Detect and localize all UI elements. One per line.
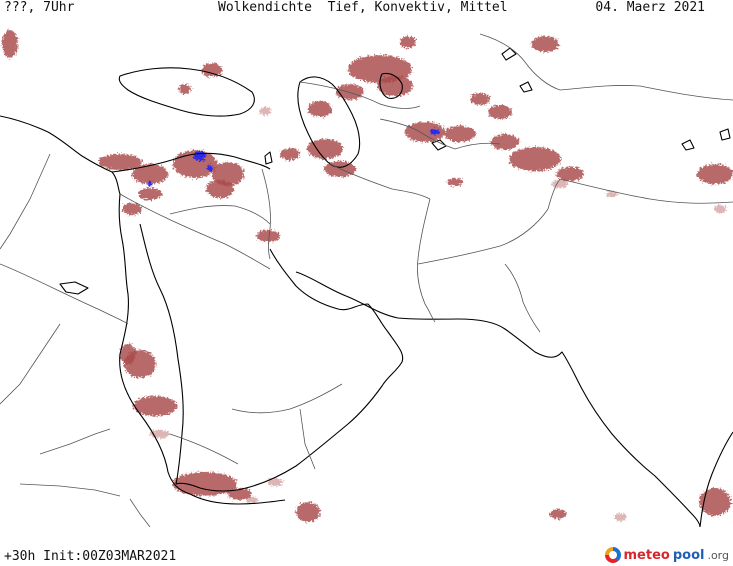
country-borders [0,33,733,527]
valid-date-label: 04. Maerz 2021 [595,0,705,15]
cloud-layer-light [150,107,726,521]
logo-text-pool: pool [672,547,705,563]
meteopool-logo-icon [604,547,621,563]
init-time-label: +30h Init:00Z03MAR2021 [4,549,177,564]
meteopool-logo[interactable]: meteo pool .org [604,545,729,565]
map-title: Wolkendichte Tief, Konvektiv, Mittel [218,0,508,15]
weather-map [0,30,733,527]
footer: +30h Init:00Z03MAR2021 meteo pool .org [0,542,733,566]
logo-text-org: .org [707,548,729,562]
logo-text-meteo: meteo [623,547,670,563]
coastlines [0,47,733,527]
cloud-layer [2,30,733,522]
valid-day-label: ???, 7Uhr [4,0,75,15]
